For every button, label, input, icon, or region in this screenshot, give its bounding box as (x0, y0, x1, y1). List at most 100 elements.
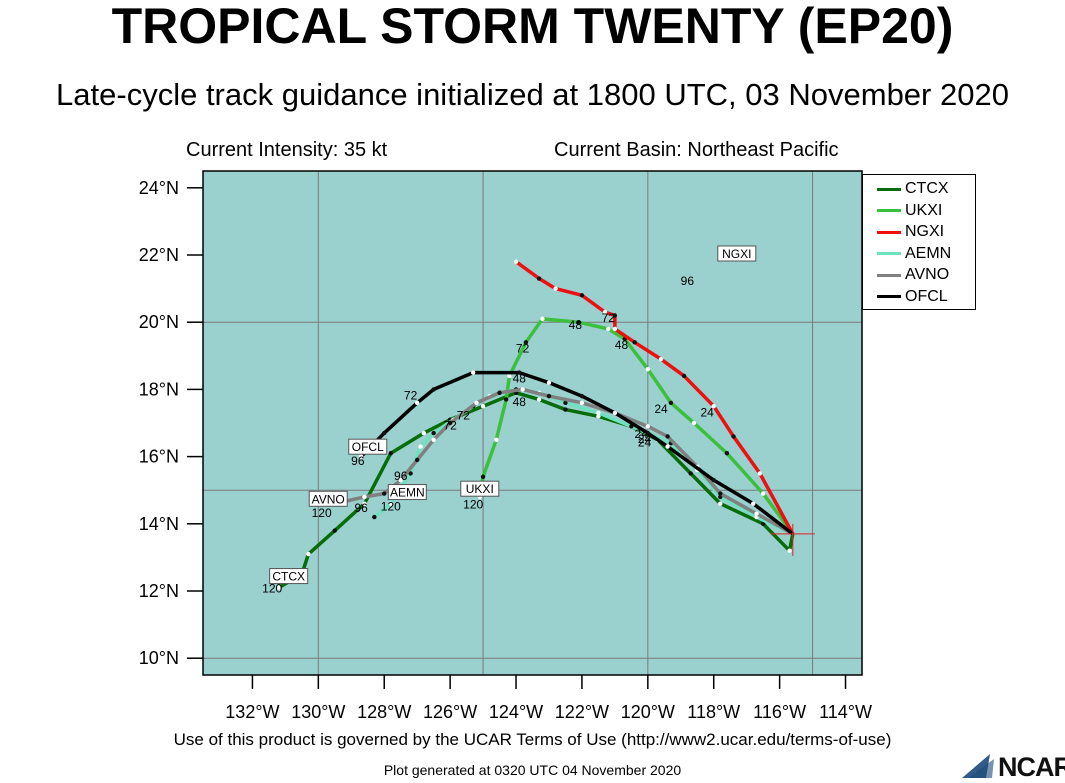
track-point (579, 400, 585, 406)
y-tick-label: 14°N (139, 514, 179, 534)
x-tick-label: 124°W (489, 702, 543, 722)
axes: 132°W 130°W 128°W 126°W 124°W 122°W 120°W 118°W… (139, 178, 872, 722)
track-point (563, 400, 568, 406)
forecast-hour-label: 72 (404, 388, 418, 402)
forecast-hour-label: 120 (381, 499, 401, 513)
track-ngxi (514, 260, 795, 535)
forecast-hour-label: 24 (700, 405, 714, 419)
plot-generated-note: Plot generated at 0320 UTC 04 November 2… (383, 762, 682, 778)
track-ukxi (478, 317, 795, 535)
y-tick-label: 20°N (139, 312, 179, 332)
track-point (731, 434, 736, 439)
track-point (332, 528, 337, 533)
track-point (596, 410, 601, 416)
track-point (523, 340, 529, 345)
legend-label: NGXI (905, 223, 945, 240)
track-point (760, 521, 766, 526)
map-background (203, 171, 862, 675)
forecast-hour-label: 24 (638, 432, 652, 446)
forecast-hour-label: 48 (569, 318, 583, 332)
legend-swatch (877, 273, 901, 277)
track-point (760, 491, 766, 496)
model-tag-label: AVNO (312, 492, 345, 506)
track-point (612, 326, 618, 332)
x-tick-label: 130°W (291, 702, 345, 722)
track-ctcx (277, 391, 795, 590)
model-tag-label: CTCX (272, 570, 305, 584)
x-tick-label: 122°W (555, 702, 609, 722)
track-point (606, 326, 611, 332)
track-point (645, 424, 651, 429)
track-point (724, 451, 730, 456)
track-point (382, 430, 387, 436)
track-point (513, 259, 519, 264)
track-point (447, 420, 453, 426)
y-tick-label: 24°N (139, 178, 179, 198)
track-point (497, 390, 502, 395)
forecast-hour-label: 24 (654, 402, 668, 416)
legend-item-avno: AVNO (877, 265, 949, 285)
track-point (754, 511, 759, 516)
forecast-hour-label: 24 (635, 427, 649, 441)
track-point (757, 471, 763, 476)
track-point (691, 420, 697, 426)
x-tick-label: 126°W (423, 702, 477, 722)
legend-swatch (877, 209, 901, 212)
x-tick-label: 128°W (357, 702, 411, 722)
track-point (536, 397, 542, 402)
track-point (358, 454, 364, 459)
track-point (563, 407, 568, 412)
forecast-hour-label: 120 (262, 582, 282, 596)
model-tag-box (348, 438, 388, 455)
current-intensity: Current Intensity: 35 kt (186, 139, 388, 161)
legend-swatch (877, 295, 901, 298)
track-point (517, 370, 522, 375)
legend: CTCX UKXI NGXI AEMN AVNO OFCL (862, 174, 976, 310)
track-point (711, 477, 716, 483)
track-point (408, 471, 413, 476)
forecast-hour-label: 72 (457, 409, 471, 423)
track-point (431, 387, 436, 392)
track-point (474, 400, 479, 406)
track-point (546, 380, 552, 385)
track-point (612, 313, 618, 318)
track-point (520, 387, 525, 392)
track-point (421, 430, 426, 436)
track-point (382, 491, 387, 496)
legend-item-ctcx: CTCX (877, 179, 949, 199)
model-tag-box (460, 480, 500, 497)
model-tag-label: UKXI (466, 482, 494, 496)
track-point (431, 430, 436, 436)
y-tick-label: 10°N (139, 648, 179, 668)
track-point (718, 491, 723, 496)
forecast-hour-label: 24 (638, 436, 652, 450)
y-tick-label: 18°N (139, 379, 179, 399)
model-tag-box (269, 568, 309, 585)
model-tag-label: OFCL (352, 440, 384, 454)
forecast-hour-label: 72 (516, 341, 530, 355)
track-point (276, 585, 281, 590)
track-point (388, 451, 394, 456)
x-tick-label: 132°W (225, 702, 279, 722)
forecast-hour-label: 96 (681, 274, 695, 288)
track-point (612, 410, 618, 416)
legend-item-ukxi: UKXI (877, 201, 942, 221)
forecast-hour-label: 48 (513, 372, 527, 386)
track-point (665, 444, 670, 449)
map-frame (202, 170, 863, 676)
track-point (480, 404, 486, 409)
track-point (665, 434, 670, 439)
legend-swatch (877, 252, 901, 255)
legend-item-aemn: AEMN (877, 244, 951, 264)
track-point (418, 444, 423, 449)
track-point (632, 340, 637, 345)
forecast-hour-label: 48 (513, 395, 527, 409)
track-point (645, 430, 651, 436)
track-point (362, 501, 367, 506)
ncar-logo (962, 754, 994, 778)
forecast-hour-label: 96 (394, 469, 408, 483)
model-tag-label: NGXI (722, 247, 751, 261)
x-tick-label: 116°W (753, 702, 806, 722)
legend-item-ngxi: NGXI (877, 222, 944, 242)
